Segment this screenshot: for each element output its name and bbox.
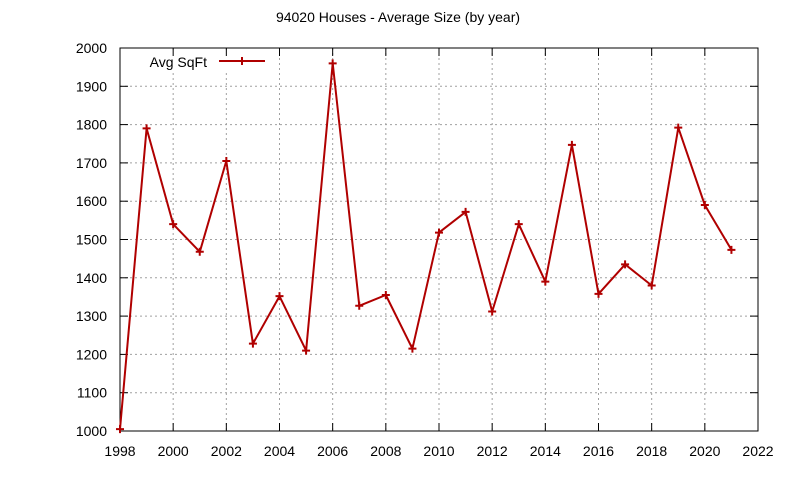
y-tick-label: 1300 — [76, 308, 107, 324]
data-point-marker — [594, 289, 603, 298]
gridlines — [120, 48, 758, 431]
data-point-marker — [727, 245, 736, 254]
axis-ticks: 1000 1100 1200 1300 1400 1500 1600 1700 1800 1900… — [76, 40, 774, 459]
y-tick-label: 1400 — [76, 270, 107, 286]
y-tick-label: 1500 — [76, 232, 107, 248]
data-point-marker — [408, 344, 417, 353]
y-tick-label: 2000 — [76, 40, 107, 56]
x-tick-label: 2010 — [423, 443, 454, 459]
data-point-marker — [435, 228, 443, 237]
x-tick-label: 2018 — [636, 443, 667, 459]
data-point-marker — [381, 291, 390, 300]
x-tick-label: 2016 — [583, 443, 614, 459]
data-point-marker — [355, 301, 364, 310]
x-tick-label: 2000 — [158, 443, 189, 459]
y-tick-label: 1900 — [76, 78, 107, 94]
y-tick-label: 1000 — [76, 423, 107, 439]
data-point-marker — [328, 59, 337, 68]
data-point-marker — [567, 140, 576, 149]
data-point-marker — [541, 277, 550, 286]
data-point-marker — [514, 220, 523, 229]
x-tick-label: 2008 — [370, 443, 401, 459]
data-point-marker — [116, 425, 124, 434]
x-tick-label: 2022 — [742, 443, 773, 459]
data-point-marker — [248, 339, 257, 348]
data-point-marker — [142, 124, 151, 133]
chart-title: 94020 Houses - Average Size (by year) — [276, 9, 520, 25]
data-point-marker — [275, 292, 284, 301]
data-point-marker — [488, 307, 497, 316]
y-tick-label: 1700 — [76, 155, 107, 171]
legend-background — [128, 52, 264, 72]
x-tick-label: 2004 — [264, 443, 295, 459]
data-point-marker — [621, 260, 630, 269]
legend-marker-sample — [238, 57, 246, 65]
data-point-marker — [647, 281, 656, 290]
plot-border — [119, 47, 759, 432]
x-tick-label: 1998 — [104, 443, 135, 459]
y-tick-label: 1200 — [76, 346, 107, 362]
data-point-marker — [302, 346, 311, 355]
data-point-marker — [195, 247, 204, 256]
series-group — [116, 59, 736, 434]
data-point-marker — [461, 207, 470, 216]
y-tick-label: 1600 — [76, 193, 107, 209]
data-point-marker — [700, 201, 709, 210]
y-tick-label: 1800 — [76, 117, 107, 133]
x-tick-label: 2012 — [477, 443, 508, 459]
x-tick-label: 2020 — [689, 443, 720, 459]
series-line — [119, 62, 733, 430]
legend: Avg SqFt — [150, 54, 265, 70]
data-point-marker — [674, 123, 683, 132]
y-tick-label: 1100 — [77, 385, 107, 401]
data-point-marker — [222, 156, 231, 165]
legend-label: Avg SqFt — [150, 54, 207, 70]
x-tick-label: 2002 — [211, 443, 242, 459]
x-tick-label: 2006 — [317, 443, 348, 459]
data-point-marker — [169, 220, 178, 229]
x-tick-label: 2014 — [530, 443, 561, 459]
